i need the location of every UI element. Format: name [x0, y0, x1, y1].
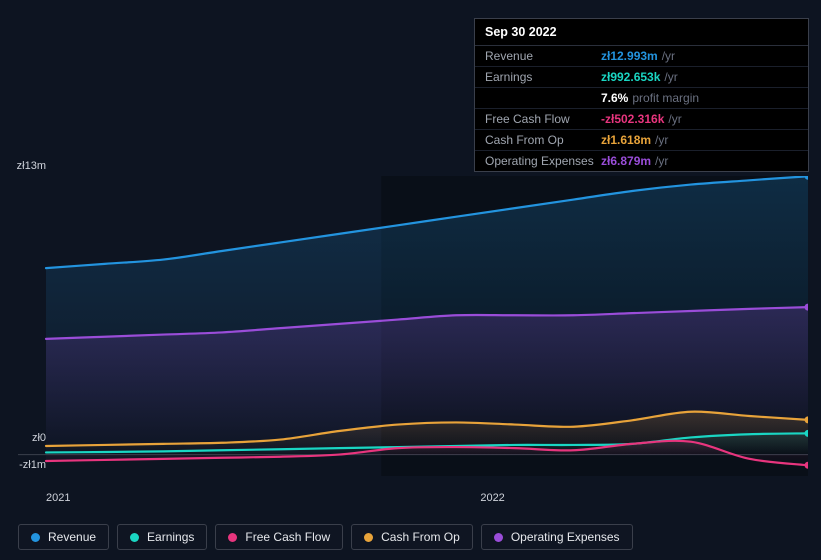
- tooltip-row-suffix: profit margin: [632, 91, 699, 105]
- tooltip-row-label: Earnings: [485, 70, 601, 84]
- legend-dot-icon: [364, 533, 373, 542]
- x-axis-label: 2022: [480, 492, 504, 504]
- tooltip-row: Free Cash Flow-zł502.316k/yr: [475, 109, 808, 130]
- tooltip-row-label: Cash From Op: [485, 133, 601, 147]
- tooltip-row-label: Free Cash Flow: [485, 112, 601, 126]
- legend-dot-icon: [228, 533, 237, 542]
- tooltip-row-suffix: /yr: [664, 70, 677, 84]
- legend-label: Revenue: [48, 530, 96, 544]
- tooltip-row: Earningszł992.653k/yr: [475, 67, 808, 88]
- tooltip-row: Revenuezł12.993m/yr: [475, 46, 808, 67]
- tooltip-row-value: zł12.993m: [601, 49, 658, 63]
- legend-item[interactable]: Operating Expenses: [481, 524, 633, 550]
- tooltip-row-label: Revenue: [485, 49, 601, 63]
- tooltip-row: .7.6%profit margin: [475, 88, 808, 109]
- tooltip-row-value: -zł502.316k: [601, 112, 664, 126]
- x-axis-label: 2021: [46, 492, 70, 504]
- tooltip-date: Sep 30 2022: [475, 19, 808, 46]
- tooltip-row-suffix: /yr: [668, 112, 681, 126]
- chart-tooltip: Sep 30 2022 Revenuezł12.993m/yrEarningsz…: [474, 18, 809, 172]
- legend-label: Earnings: [147, 530, 194, 544]
- tooltip-row-value: zł992.653k: [601, 70, 660, 84]
- tooltip-row-value: zł1.618m: [601, 133, 651, 147]
- legend-dot-icon: [130, 533, 139, 542]
- y-axis-label-top: zł13m: [10, 160, 46, 172]
- legend-label: Cash From Op: [381, 530, 460, 544]
- tooltip-row: Operating Expenseszł6.879m/yr: [475, 151, 808, 171]
- tooltip-row-suffix: /yr: [655, 154, 668, 168]
- legend-dot-icon: [494, 533, 503, 542]
- tooltip-row-suffix: /yr: [655, 133, 668, 147]
- tooltip-row: Cash From Opzł1.618m/yr: [475, 130, 808, 151]
- legend-label: Operating Expenses: [511, 530, 620, 544]
- tooltip-row-suffix: /yr: [662, 49, 675, 63]
- legend-item[interactable]: Revenue: [18, 524, 109, 550]
- legend-item[interactable]: Cash From Op: [351, 524, 473, 550]
- financials-area-chart[interactable]: [18, 176, 808, 476]
- tooltip-row-value: 7.6%: [601, 91, 628, 105]
- legend-item[interactable]: Free Cash Flow: [215, 524, 343, 550]
- tooltip-row-label: Operating Expenses: [485, 154, 601, 168]
- legend-label: Free Cash Flow: [245, 530, 330, 544]
- chart-legend: Revenue Earnings Free Cash Flow Cash From O…: [18, 524, 633, 550]
- legend-dot-icon: [31, 533, 40, 542]
- tooltip-row-value: zł6.879m: [601, 154, 651, 168]
- legend-item[interactable]: Earnings: [117, 524, 207, 550]
